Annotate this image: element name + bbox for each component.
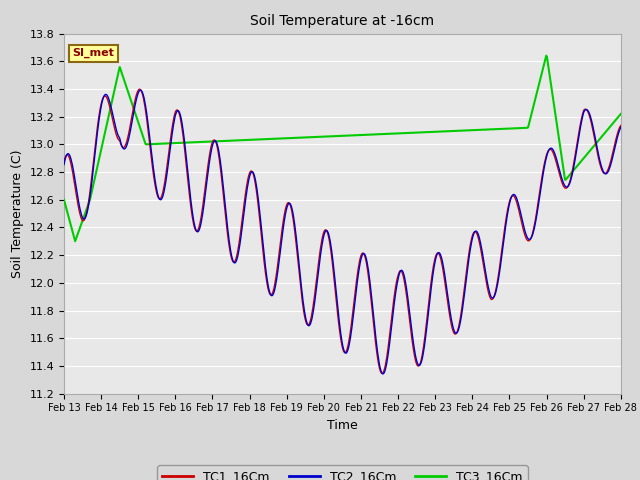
Text: SI_met: SI_met — [72, 48, 114, 58]
Title: Soil Temperature at -16cm: Soil Temperature at -16cm — [250, 14, 435, 28]
Y-axis label: Soil Temperature (C): Soil Temperature (C) — [11, 149, 24, 278]
Legend: TC1_16Cm, TC2_16Cm, TC3_16Cm: TC1_16Cm, TC2_16Cm, TC3_16Cm — [157, 465, 528, 480]
X-axis label: Time: Time — [327, 419, 358, 432]
